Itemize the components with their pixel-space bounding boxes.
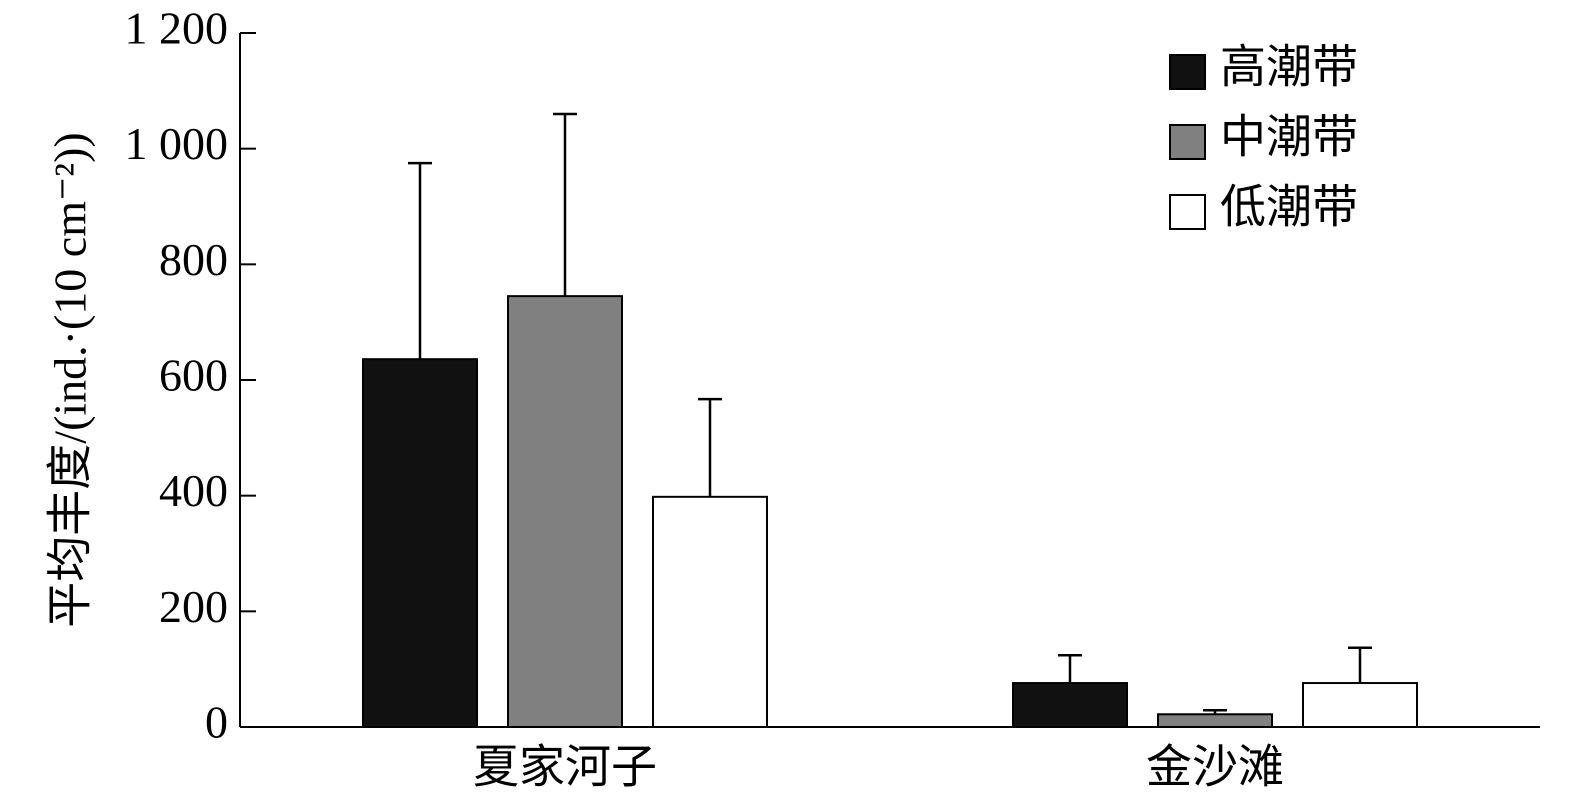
legend-swatch xyxy=(1169,54,1206,90)
legend-label: 高潮带 xyxy=(1220,42,1358,93)
y-tick-label: 1 000 xyxy=(125,118,229,169)
bar xyxy=(1302,682,1418,729)
y-axis-title: 平均丰度/(ind.·(10 cm⁻²)) xyxy=(45,132,96,627)
bar xyxy=(1012,682,1128,729)
y-tick-label: 400 xyxy=(159,465,228,516)
y-tick-label: 0 xyxy=(205,697,228,748)
legend-swatch xyxy=(1169,124,1206,160)
legend-label: 低潮带 xyxy=(1220,182,1358,233)
x-tick-label: 金沙滩 xyxy=(1146,742,1284,793)
bar xyxy=(652,495,768,728)
legend-swatch xyxy=(1169,194,1206,230)
bar xyxy=(507,295,623,728)
bar xyxy=(1157,713,1273,729)
x-tick-label: 夏家河子 xyxy=(473,742,657,793)
y-tick-label: 800 xyxy=(159,234,228,285)
y-tick-label: 600 xyxy=(159,350,228,401)
legend-label: 中潮带 xyxy=(1220,112,1358,163)
y-tick-label: 200 xyxy=(159,581,228,632)
bar xyxy=(362,358,478,728)
y-tick-label: 1 200 xyxy=(125,3,229,54)
